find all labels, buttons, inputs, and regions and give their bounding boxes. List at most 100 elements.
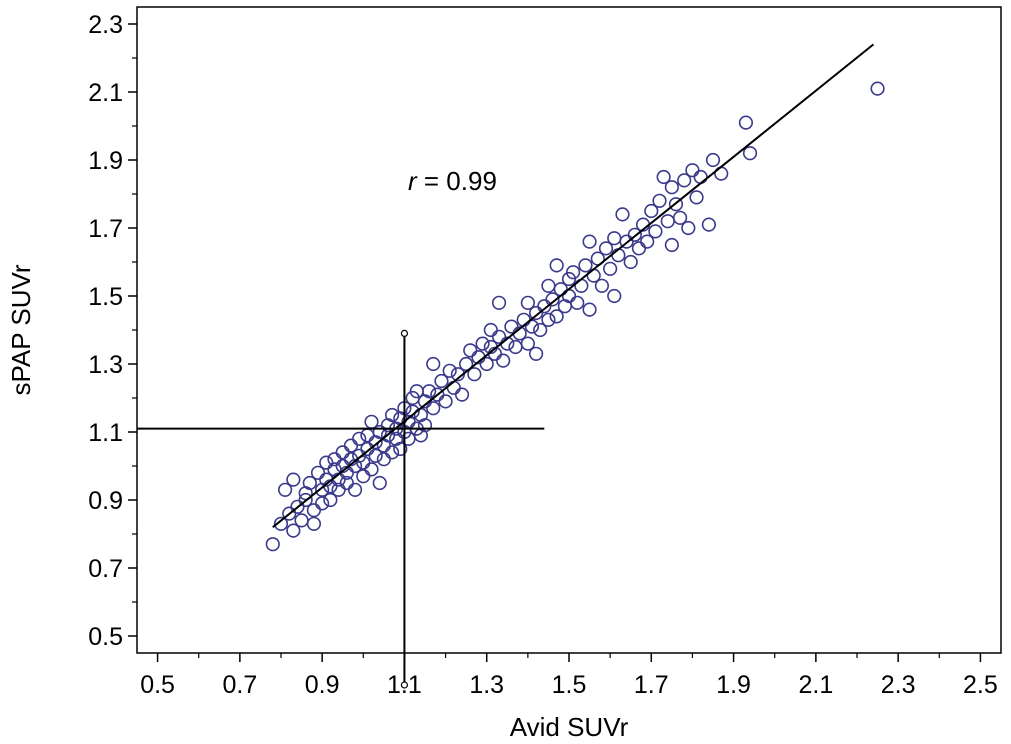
data-point bbox=[393, 441, 408, 457]
data-point bbox=[520, 336, 535, 351]
data-point bbox=[278, 482, 293, 497]
data-point bbox=[627, 227, 642, 242]
data-point bbox=[352, 431, 367, 446]
x-tick-label: 1.9 bbox=[716, 671, 751, 699]
data-point bbox=[672, 210, 688, 225]
data-point bbox=[598, 241, 614, 256]
data-point bbox=[364, 462, 379, 477]
data-point bbox=[615, 207, 630, 222]
data-point bbox=[549, 309, 564, 324]
data-point bbox=[611, 248, 626, 263]
annotation-r-value: = 0.99 bbox=[417, 166, 497, 196]
crosshair-bottom-marker bbox=[400, 681, 409, 689]
data-point bbox=[520, 295, 535, 310]
data-point bbox=[607, 288, 622, 304]
data-point bbox=[434, 373, 449, 389]
y-tick-label: 1.9 bbox=[88, 147, 123, 175]
x-tick-label: 1.7 bbox=[634, 671, 669, 699]
data-point bbox=[549, 258, 564, 273]
data-point bbox=[273, 516, 289, 531]
data-point bbox=[417, 418, 433, 433]
data-point bbox=[607, 231, 622, 246]
y-tick-label: 1.7 bbox=[88, 215, 123, 243]
data-point bbox=[483, 322, 498, 338]
x-tick-label: 1.3 bbox=[469, 671, 504, 699]
x-tick-label: 2.1 bbox=[798, 671, 833, 699]
data-point bbox=[685, 163, 700, 178]
data-point bbox=[574, 278, 589, 293]
data-point bbox=[582, 302, 597, 317]
x-tick-label: 0.7 bbox=[222, 671, 257, 699]
data-point bbox=[306, 503, 322, 518]
data-point bbox=[479, 356, 494, 372]
data-point bbox=[442, 363, 457, 378]
y-tick-label: 0.5 bbox=[88, 623, 123, 651]
data-point bbox=[870, 81, 885, 96]
x-axis-title: Avid SUVr bbox=[510, 712, 629, 742]
data-point bbox=[668, 197, 684, 212]
y-tick-label: 1.5 bbox=[88, 283, 123, 311]
data-point bbox=[656, 169, 671, 185]
y-tick-label: 2.3 bbox=[88, 11, 123, 39]
data-point bbox=[323, 492, 338, 508]
data-point bbox=[623, 254, 638, 270]
y-tick-label: 2.1 bbox=[88, 79, 123, 107]
data-point bbox=[652, 193, 667, 208]
data-point bbox=[491, 295, 507, 310]
data-point bbox=[640, 234, 655, 249]
data-point bbox=[384, 445, 400, 460]
data-point bbox=[265, 537, 280, 552]
x-tick-label: 2.3 bbox=[881, 671, 916, 699]
data-point bbox=[541, 312, 556, 327]
plot-frame bbox=[136, 6, 1002, 654]
data-point bbox=[422, 384, 437, 399]
regression-line bbox=[272, 43, 875, 528]
y-axis-title: sPAP SUVr bbox=[6, 264, 36, 395]
data-point bbox=[664, 180, 679, 195]
data-point bbox=[496, 353, 511, 368]
data-point bbox=[319, 455, 334, 470]
data-point bbox=[594, 278, 610, 293]
data-point bbox=[705, 152, 721, 168]
data-point bbox=[384, 407, 400, 423]
data-point bbox=[578, 258, 593, 273]
data-point bbox=[648, 224, 663, 239]
crosshair-top-marker bbox=[400, 329, 409, 337]
data-point bbox=[677, 173, 692, 188]
data-point bbox=[528, 346, 544, 361]
y-tick-label: 0.7 bbox=[88, 555, 123, 583]
data-point bbox=[701, 217, 716, 232]
y-tick-label: 1.3 bbox=[88, 351, 123, 379]
data-point bbox=[631, 241, 647, 256]
data-point bbox=[372, 475, 387, 491]
x-tick-label: 0.9 bbox=[305, 671, 340, 699]
x-tick-label: 0.5 bbox=[140, 671, 175, 699]
data-point bbox=[742, 146, 758, 161]
data-point bbox=[405, 404, 420, 419]
data-point bbox=[459, 356, 474, 372]
data-point bbox=[681, 220, 696, 236]
plot-marks bbox=[137, 43, 885, 689]
data-point bbox=[533, 322, 548, 338]
data-point bbox=[738, 115, 754, 130]
data-point bbox=[454, 387, 470, 402]
annotation-r-symbol: r bbox=[408, 166, 418, 196]
data-point bbox=[426, 356, 441, 372]
data-point bbox=[475, 336, 490, 351]
data-point bbox=[524, 319, 540, 334]
data-point bbox=[603, 261, 618, 276]
data-point bbox=[660, 214, 675, 229]
x-tick-label: 1.5 bbox=[552, 671, 587, 699]
x-tick-label: 1.1 bbox=[387, 671, 422, 699]
data-point bbox=[570, 295, 585, 310]
y-tick-label: 1.1 bbox=[88, 419, 123, 447]
data-point bbox=[286, 472, 301, 487]
data-point bbox=[664, 237, 679, 253]
data-point bbox=[335, 445, 350, 460]
data-point bbox=[438, 394, 453, 409]
data-point bbox=[426, 401, 441, 416]
data-point bbox=[693, 169, 708, 185]
axis-ticks: 0.5 0.7 0.9 1.1 1.3 1.5 1.7 1.9 2.1 2.3 2.5 0.5 0.7 0… bbox=[88, 11, 998, 699]
data-point bbox=[356, 469, 371, 484]
